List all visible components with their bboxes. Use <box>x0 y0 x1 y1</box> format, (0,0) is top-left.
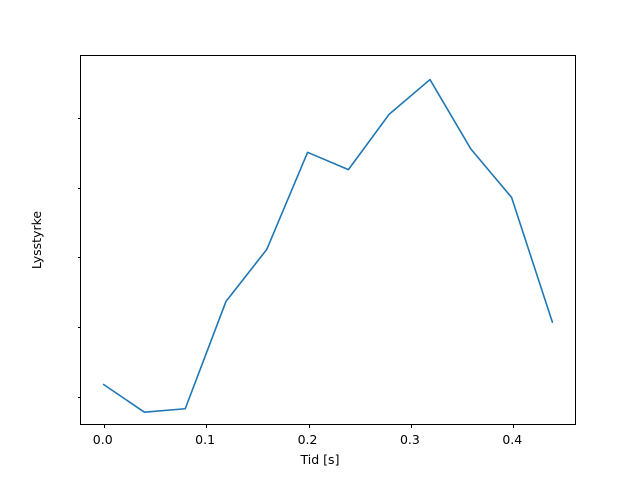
x-tick-mark <box>308 424 310 428</box>
y-tick-mark <box>77 327 81 329</box>
plot-area <box>77 55 576 428</box>
x-tick-mark <box>410 424 412 428</box>
y-tick-mark <box>77 257 81 259</box>
x-axis-title: Tid [s] <box>300 452 340 467</box>
x-tick-mark <box>206 424 208 428</box>
x-tick-label: 0.2 <box>297 432 318 447</box>
y-tick-mark <box>77 396 81 398</box>
x-tick-mark <box>513 424 515 428</box>
y-tick-mark <box>77 187 81 189</box>
x-tick-label: 0.1 <box>195 432 216 447</box>
x-tick-label: 0.0 <box>92 432 113 447</box>
x-tick-label: 0.3 <box>399 432 420 447</box>
series-line-lysstyrke <box>102 78 554 414</box>
y-tick-mark <box>77 118 81 119</box>
x-tick-mark <box>103 424 105 428</box>
x-tick-label: 0.4 <box>502 432 523 447</box>
data-line-chart <box>102 78 554 414</box>
